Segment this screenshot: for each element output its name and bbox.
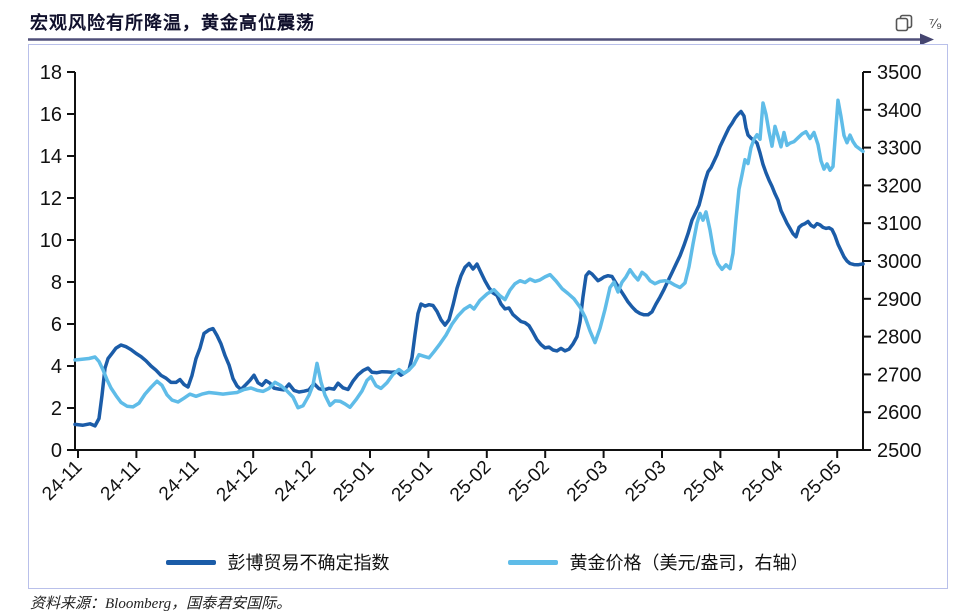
legend-item-trade-uncertainty: 彭博贸易不确定指数 (165, 549, 390, 575)
chart-panel (28, 44, 948, 589)
svg-text:25-03: 25-03 (563, 457, 612, 506)
svg-text:2800: 2800 (877, 327, 922, 349)
svg-text:25-01: 25-01 (329, 457, 378, 506)
svg-text:16: 16 (40, 104, 62, 126)
page-indicator: ⁷⁄₉ (929, 15, 942, 31)
svg-text:25-02: 25-02 (505, 457, 554, 506)
svg-text:3200: 3200 (877, 175, 922, 197)
page-title: 宏观风险有所降温，黄金高位震荡 (30, 13, 315, 33)
svg-text:24-11: 24-11 (38, 457, 86, 505)
legend-label: 黄金价格（美元/盎司，右轴） (569, 553, 809, 573)
svg-text:25-05: 25-05 (797, 457, 846, 506)
svg-text:18: 18 (40, 62, 62, 84)
svg-text:25-04: 25-04 (738, 456, 788, 506)
svg-text:24-11: 24-11 (97, 457, 145, 505)
svg-text:3400: 3400 (877, 100, 922, 122)
svg-text:3000: 3000 (877, 251, 922, 273)
legend-label: 彭博贸易不确定指数 (227, 553, 390, 573)
svg-text:25-01: 25-01 (388, 457, 437, 506)
copy-icon[interactable] (893, 12, 915, 34)
svg-text:2900: 2900 (877, 289, 922, 311)
svg-text:25-04: 25-04 (680, 456, 730, 506)
chart-legend: 彭博贸易不确定指数 黄金价格（美元/盎司，右轴） (28, 549, 946, 575)
svg-text:25-02: 25-02 (446, 457, 495, 506)
source-note: 资料来源：Bloomberg，国泰君安国际。 (30, 596, 292, 612)
svg-text:24-12: 24-12 (271, 457, 320, 506)
svg-text:6: 6 (51, 314, 62, 336)
svg-text:4: 4 (51, 356, 62, 378)
toolbar: ⁷⁄₉ (893, 12, 942, 34)
svg-text:2600: 2600 (877, 402, 922, 424)
svg-text:8: 8 (51, 272, 62, 294)
svg-text:24-11: 24-11 (155, 457, 203, 505)
trade-uncertainty-line-swatch (165, 559, 216, 565)
svg-text:25-03: 25-03 (621, 457, 670, 506)
svg-text:3500: 3500 (877, 62, 922, 84)
svg-text:0: 0 (51, 440, 62, 462)
svg-text:24-12: 24-12 (213, 457, 262, 506)
svg-text:2: 2 (51, 398, 62, 420)
svg-text:2500: 2500 (877, 440, 922, 462)
svg-text:10: 10 (40, 230, 62, 252)
gold-price-line-swatch (507, 559, 558, 565)
legend-item-gold-price: 黄金价格（美元/盎司，右轴） (507, 549, 809, 575)
svg-text:3100: 3100 (877, 213, 922, 235)
svg-text:3300: 3300 (877, 138, 922, 160)
svg-text:14: 14 (40, 146, 62, 168)
svg-text:12: 12 (40, 188, 62, 210)
svg-text:2700: 2700 (877, 364, 922, 386)
